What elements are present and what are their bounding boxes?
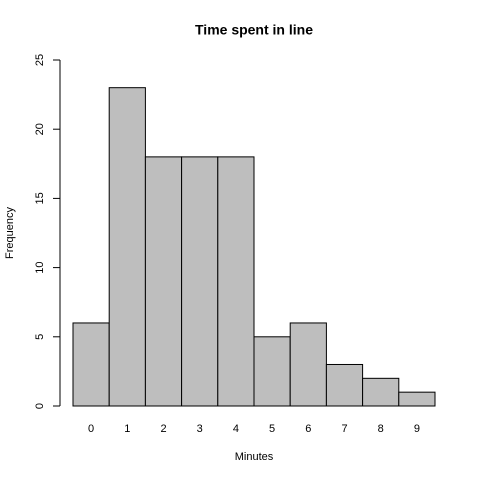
- x-tick-label: 3: [197, 423, 203, 435]
- bar: [325, 363, 364, 407]
- x-tick-label: 4: [233, 423, 239, 435]
- bar: [253, 336, 291, 407]
- y-tick-label: 0: [34, 403, 46, 409]
- bar: [108, 87, 146, 407]
- y-tick-label: 20: [34, 123, 46, 135]
- x-axis-label: Minutes: [235, 451, 274, 463]
- x-tick-label: 7: [341, 423, 347, 435]
- x-tick-label: 5: [269, 423, 275, 435]
- bar: [289, 322, 327, 407]
- y-tick-label: 25: [34, 54, 46, 66]
- chart-title: Time spent in line: [195, 22, 313, 38]
- x-tick-label: 1: [124, 423, 130, 435]
- x-tick-label: 9: [414, 423, 420, 435]
- x-tick-label: 0: [88, 423, 94, 435]
- x-tick-label: 2: [160, 423, 166, 435]
- bar: [362, 377, 400, 407]
- y-tick-label: 5: [34, 334, 46, 340]
- x-tick-label: 6: [305, 423, 311, 435]
- y-tick-label: 15: [34, 192, 46, 204]
- bar: [144, 156, 183, 407]
- bar: [217, 156, 255, 407]
- bar: [72, 322, 110, 407]
- bar: [181, 156, 219, 407]
- y-axis-label: Frequency: [4, 207, 16, 259]
- x-tick-label: 8: [378, 423, 384, 435]
- y-tick-label: 10: [34, 261, 46, 273]
- bar: [398, 391, 436, 407]
